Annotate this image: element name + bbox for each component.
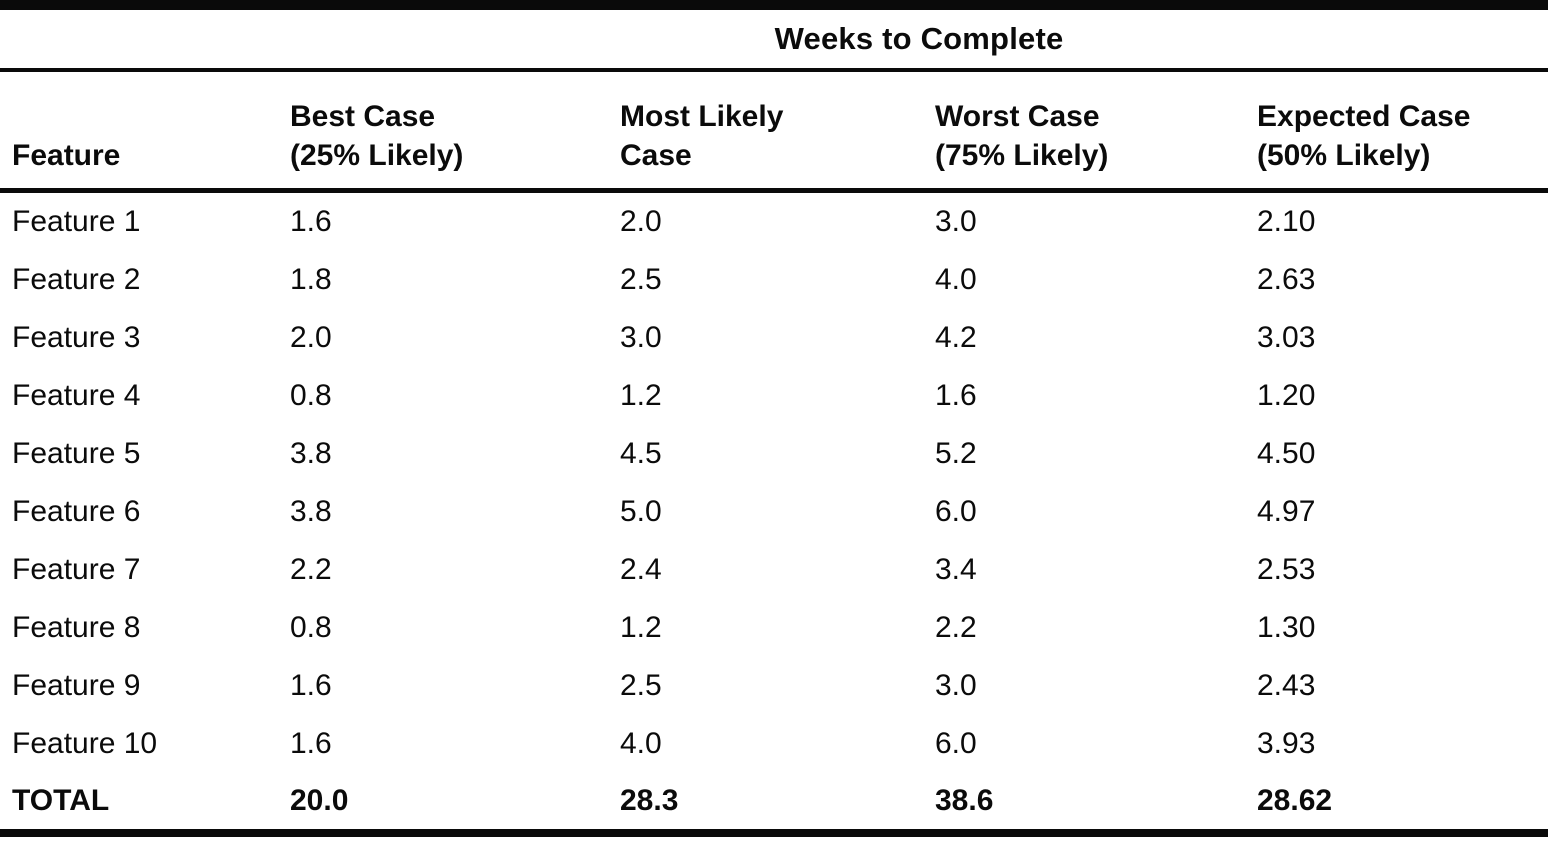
expected-case-cell: 3.93: [1257, 727, 1316, 760]
most-likely-case-cell: 28.3: [620, 773, 935, 837]
feature-name-cell: Feature 2: [12, 263, 141, 296]
feature-name-cell: Feature 9: [12, 669, 141, 702]
expected-case-cell: 2.43: [1257, 669, 1316, 702]
expected-case-cell: 4.50: [1257, 437, 1316, 470]
table-row: Feature 3 2.0 3.0 4.2 3.03: [0, 309, 1548, 367]
column-header-best-case: Best Case (25% Likely): [290, 70, 620, 193]
best-case-cell: 1.6: [290, 669, 332, 702]
table-row: Feature 4 0.8 1.2 1.6 1.20: [0, 367, 1548, 425]
worst-case-cell: 38.6: [935, 773, 1257, 837]
table-body: Feature 1 1.6 2.0 3.0 2.10 Feature 2 1.8 2.5 4.0…: [0, 191, 1548, 837]
most-likely-case-cell: 2.5: [620, 669, 662, 702]
best-case-cell: 2.2: [290, 553, 332, 586]
column-header-label: Best Case: [290, 99, 436, 133]
column-header-sublabel: (75% Likely): [935, 139, 1109, 173]
best-case-cell: 1.6: [290, 727, 332, 760]
worst-case-cell: 6.0: [935, 727, 977, 760]
worst-case-cell: 3.0: [935, 205, 977, 238]
expected-case-cell: 3.03: [1257, 321, 1316, 354]
expected-case-cell: 2.63: [1257, 263, 1316, 296]
column-header-sublabel: (25% Likely): [290, 139, 464, 173]
worst-case-cell: 5.2: [935, 437, 977, 470]
most-likely-case-cell: 4.5: [620, 437, 662, 470]
best-case-cell: 3.8: [290, 437, 332, 470]
table-title: Weeks to Complete: [290, 5, 1548, 72]
table-title-row: Weeks to Complete: [0, 5, 1548, 72]
most-likely-case-cell: 3.0: [620, 321, 662, 354]
expected-case-cell: 4.97: [1257, 495, 1316, 528]
worst-case-cell: 6.0: [935, 495, 977, 528]
worst-case-cell: 4.2: [935, 321, 977, 354]
most-likely-case-cell: 2.5: [620, 263, 662, 296]
feature-name-cell: Feature 4: [12, 379, 141, 412]
table-row: Feature 6 3.8 5.0 6.0 4.97: [0, 483, 1548, 541]
worst-case-cell: 3.0: [935, 669, 977, 702]
best-case-cell: 20.0: [290, 773, 620, 837]
best-case-cell: 1.8: [290, 263, 332, 296]
most-likely-case-cell: 2.0: [620, 205, 662, 238]
expected-case-cell: 1.20: [1257, 379, 1316, 412]
most-likely-case-cell: 1.2: [620, 611, 662, 644]
column-header-row: Feature Best Case (25% Likely) Most Like…: [0, 70, 1548, 193]
best-case-cell: 3.8: [290, 495, 332, 528]
column-header-expected-case: Expected Case (50% Likely): [1257, 70, 1548, 193]
table-row: Feature 2 1.8 2.5 4.0 2.63: [0, 251, 1548, 309]
feature-name-cell: TOTAL: [0, 773, 290, 837]
best-case-cell: 1.6: [290, 205, 332, 238]
table-row: Feature 5 3.8 4.5 5.2 4.50: [0, 425, 1548, 483]
most-likely-case-cell: 5.0: [620, 495, 662, 528]
worst-case-cell: 4.0: [935, 263, 977, 296]
column-header-sublabel: (50% Likely): [1257, 139, 1431, 173]
best-case-cell: 2.0: [290, 321, 332, 354]
feature-name-cell: Feature 6: [12, 495, 141, 528]
most-likely-case-cell: 1.2: [620, 379, 662, 412]
table-row: Feature 1 1.6 2.0 3.0 2.10: [0, 191, 1548, 252]
table-row: Feature 7 2.2 2.4 3.4 2.53: [0, 541, 1548, 599]
column-header-label: Expected Case: [1257, 99, 1471, 133]
expected-case-cell: 2.53: [1257, 553, 1316, 586]
feature-name-cell: Feature 8: [12, 611, 141, 644]
feature-name-cell: Feature 5: [12, 437, 141, 470]
table-row: Feature 8 0.8 1.2 2.2 1.30: [0, 599, 1548, 657]
feature-name-cell: Feature 1: [12, 205, 141, 238]
column-header-sublabel: Case: [620, 139, 692, 173]
worst-case-cell: 2.2: [935, 611, 977, 644]
column-header-label: Most Likely: [620, 99, 784, 133]
feature-name-cell: Feature 7: [12, 553, 141, 586]
worst-case-cell: 1.6: [935, 379, 977, 412]
total-row: TOTAL 20.0 28.3 38.6 28.62: [0, 773, 1548, 837]
feature-name-cell: Feature 10: [12, 727, 158, 760]
most-likely-case-cell: 4.0: [620, 727, 662, 760]
expected-case-cell: 28.62: [1257, 773, 1548, 837]
expected-case-cell: 1.30: [1257, 611, 1316, 644]
most-likely-case-cell: 2.4: [620, 553, 662, 586]
worst-case-cell: 3.4: [935, 553, 977, 586]
table-title-spacer: [0, 5, 290, 72]
table-row: Feature 10 1.6 4.0 6.0 3.93: [0, 715, 1548, 773]
best-case-cell: 0.8: [290, 611, 332, 644]
feature-name-cell: Feature 3: [12, 321, 141, 354]
table-row: Feature 9 1.6 2.5 3.0 2.43: [0, 657, 1548, 715]
best-case-cell: 0.8: [290, 379, 332, 412]
column-header-label: Worst Case: [935, 99, 1100, 133]
expected-case-cell: 2.10: [1257, 205, 1316, 238]
column-header-feature: Feature: [0, 70, 290, 193]
column-header-label: Feature: [12, 139, 121, 173]
column-header-most-likely-case: Most Likely Case: [620, 70, 935, 193]
column-header-worst-case: Worst Case (75% Likely): [935, 70, 1257, 193]
